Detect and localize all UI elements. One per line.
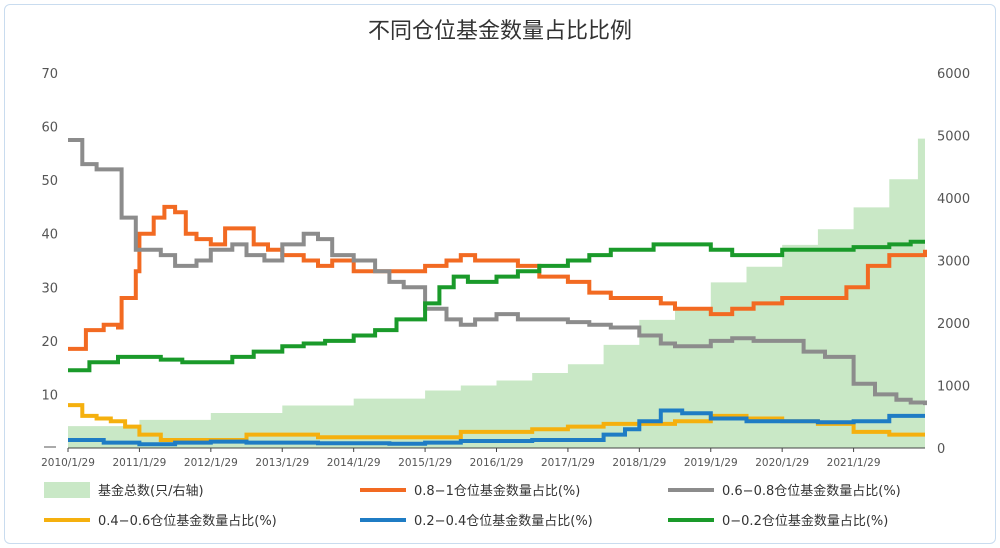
legend-label-s02_04: 0.2−0.4仓位基金数量占比(%): [414, 513, 593, 529]
series-line-s06_08: [68, 138, 927, 406]
y-left-tick-label: 70: [41, 67, 58, 82]
y-left-tick-label: 20: [41, 335, 58, 350]
legend-label-s08_1: 0.8−1仓位基金数量占比(%): [414, 483, 580, 499]
x-tick-label: 2014/1/29: [327, 457, 381, 469]
x-tick-label: 2011/1/29: [112, 457, 166, 469]
y-left-tick-label: 30: [41, 281, 58, 296]
y-left-tick-label: 40: [41, 228, 58, 243]
area-fund-total: [68, 126, 925, 448]
x-tick-label: 2017/1/29: [541, 457, 595, 469]
x-tick-label: 2016/1/29: [470, 457, 524, 469]
x-tick-label: 2012/1/29: [184, 457, 238, 469]
x-tick-label: 2019/1/29: [684, 457, 738, 469]
y-right-tick-label: 3000: [937, 255, 970, 270]
legend-label-s00_02: 0−0.2仓位基金数量占比(%): [722, 513, 888, 529]
legend: 基金总数(只/右轴) 0.8−1仓位基金数量占比(%) 0.6−0.8仓位基金数量占…: [44, 482, 901, 529]
y-right-tick-label: 0: [937, 442, 945, 457]
y-right-tick-label: 4000: [937, 192, 970, 207]
y-left-tick-label: 10: [41, 388, 58, 403]
y-right-tick-label: 6000: [937, 67, 970, 82]
y-left-tick-label: 60: [41, 121, 58, 136]
y-right-tick-label: 1000: [937, 380, 970, 395]
series-layer: [68, 138, 927, 447]
axes-layer: 10 20 30 40 50 60 70 0 1000 2000 3000 4000 5000 6000 2…: [41, 67, 970, 469]
x-tick-label: 2015/1/29: [398, 457, 452, 469]
area-layer: [68, 126, 925, 448]
x-tick-label: 2013/1/29: [255, 457, 309, 469]
legend-label-s06_08: 0.6−0.8仓位基金数量占比(%): [722, 483, 901, 499]
x-tick-label: 2018/1/29: [612, 457, 666, 469]
series-line-s02_04: [68, 408, 925, 447]
x-tick-label: 2021/1/29: [827, 457, 881, 469]
series-line-s00_02: [68, 239, 925, 373]
series-line-s04_06: [68, 403, 925, 442]
x-tick-label: 2010/1/29: [41, 457, 95, 469]
legend-label-area: 基金总数(只/右轴): [98, 483, 204, 499]
y-right-tick-label: 5000: [937, 130, 970, 145]
x-tick-label: 2020/1/29: [755, 457, 809, 469]
legend-label-s04_06: 0.4−0.6仓位基金数量占比(%): [98, 513, 277, 529]
chart-title: 不同仓位基金数量占比比例: [368, 19, 632, 44]
y-right-tick-label: 2000: [937, 317, 970, 332]
y-left-tick-label: 50: [41, 174, 58, 189]
legend-swatch-area: [44, 482, 90, 498]
